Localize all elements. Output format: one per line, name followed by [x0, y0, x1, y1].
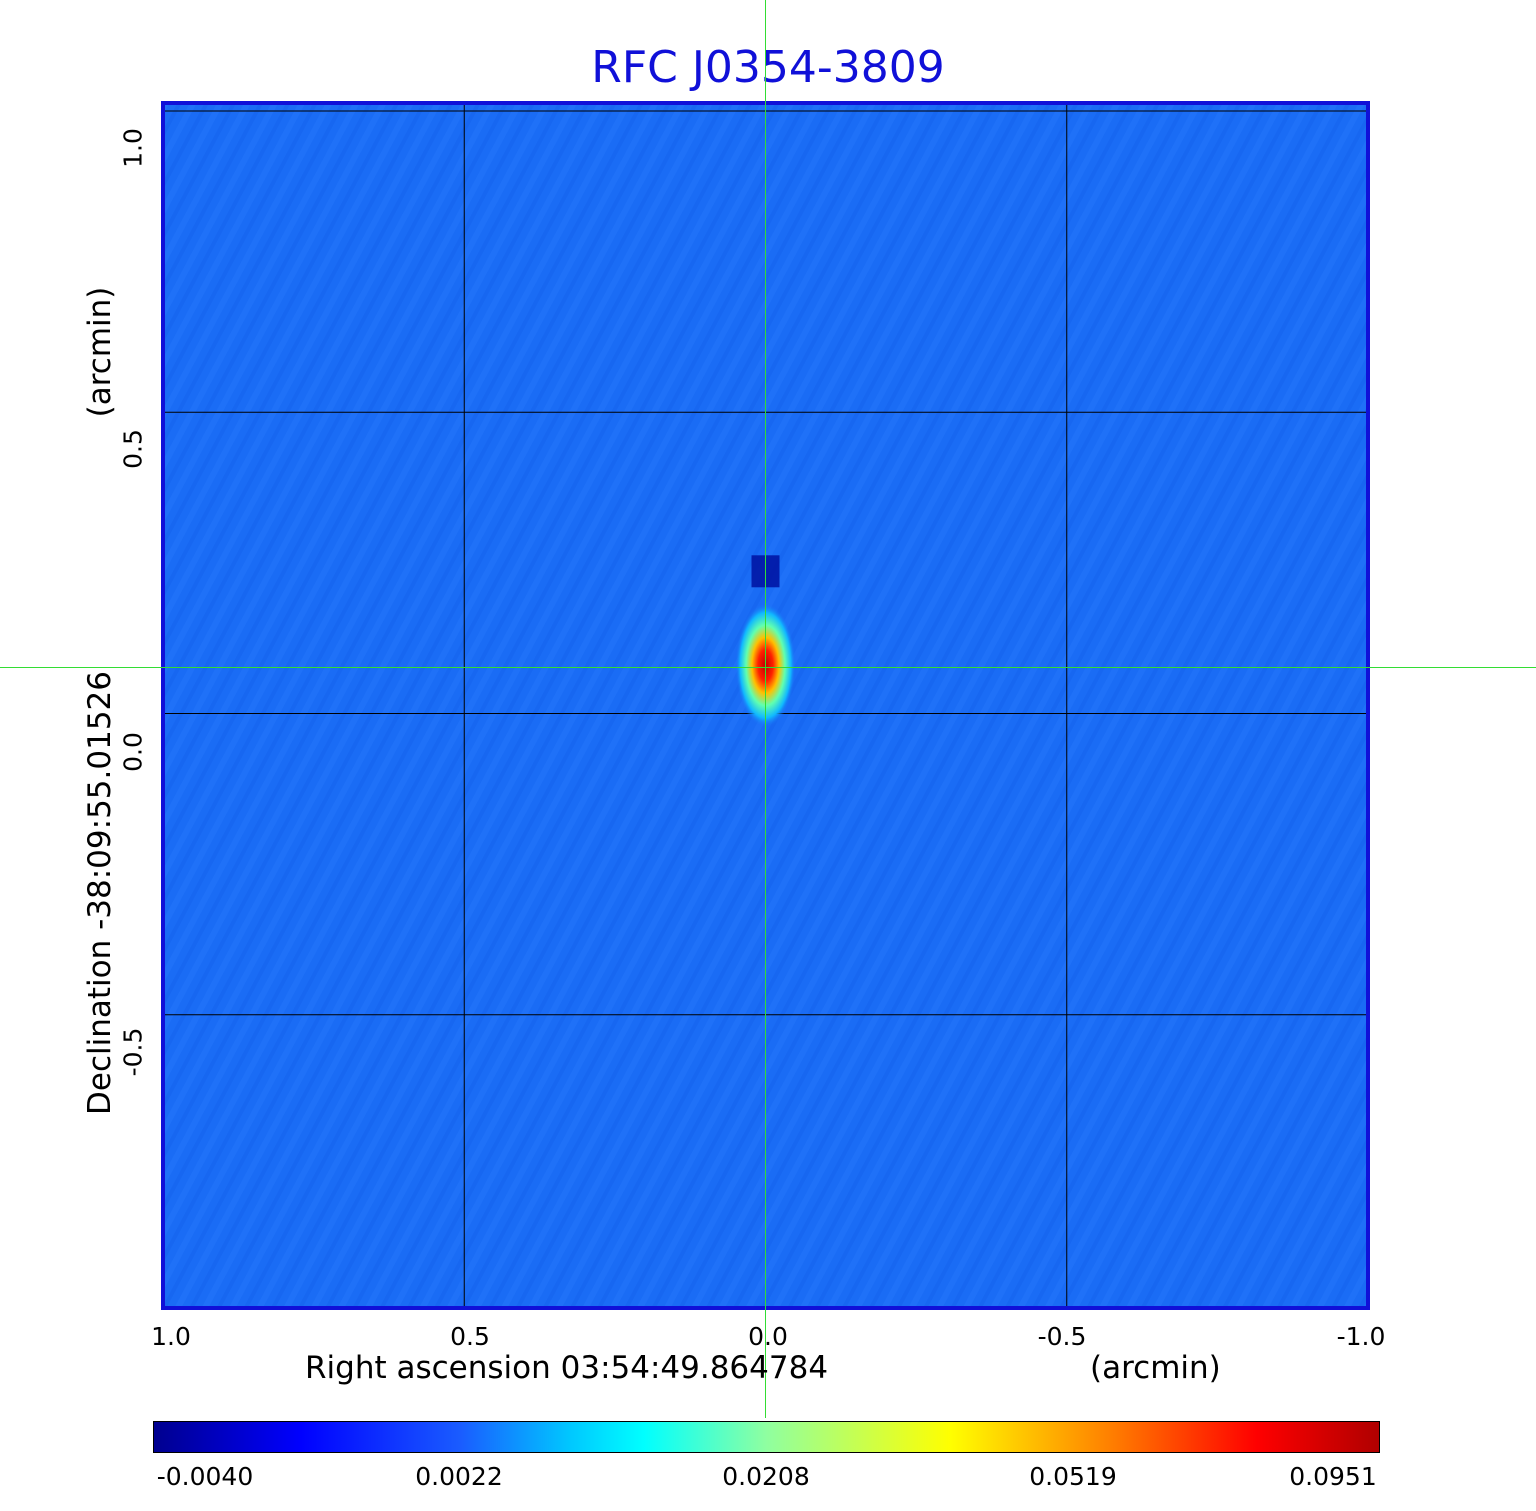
- colorbar-label: -0.0040: [156, 1462, 254, 1491]
- crosshair-horizontal[interactable]: [0, 667, 1536, 669]
- colorbar-label: 0.0022: [415, 1462, 503, 1491]
- y-tick-label: 1.0: [118, 128, 148, 168]
- x-tick-label: 0.0: [748, 1322, 788, 1351]
- colorbar: [153, 1421, 1380, 1453]
- colorbar-label: 0.0951: [1289, 1462, 1377, 1491]
- x-tick-label: -1.0: [1336, 1322, 1386, 1351]
- x-tick-label: 1.0: [151, 1322, 191, 1351]
- y-axis-unit: (arcmin): [82, 286, 118, 418]
- crosshair-vertical[interactable]: [765, 0, 766, 1418]
- colorbar-label: 0.0208: [722, 1462, 810, 1491]
- x-tick-label: 0.5: [450, 1322, 490, 1351]
- colorbar-label: 0.0519: [1029, 1462, 1117, 1491]
- chart-title: RFC J0354-3809: [591, 42, 945, 93]
- x-axis-unit: (arcmin): [1090, 1350, 1221, 1386]
- x-tick-label: -0.5: [1037, 1322, 1087, 1351]
- x-axis-label: Right ascension 03:54:49.864784: [305, 1350, 829, 1386]
- y-axis-label: Declination -38:09:55.01526: [82, 671, 118, 1115]
- y-tick-label: 0.5: [118, 429, 148, 469]
- y-tick-label: -0.5: [118, 1027, 148, 1077]
- y-tick-label: 0.0: [118, 732, 148, 772]
